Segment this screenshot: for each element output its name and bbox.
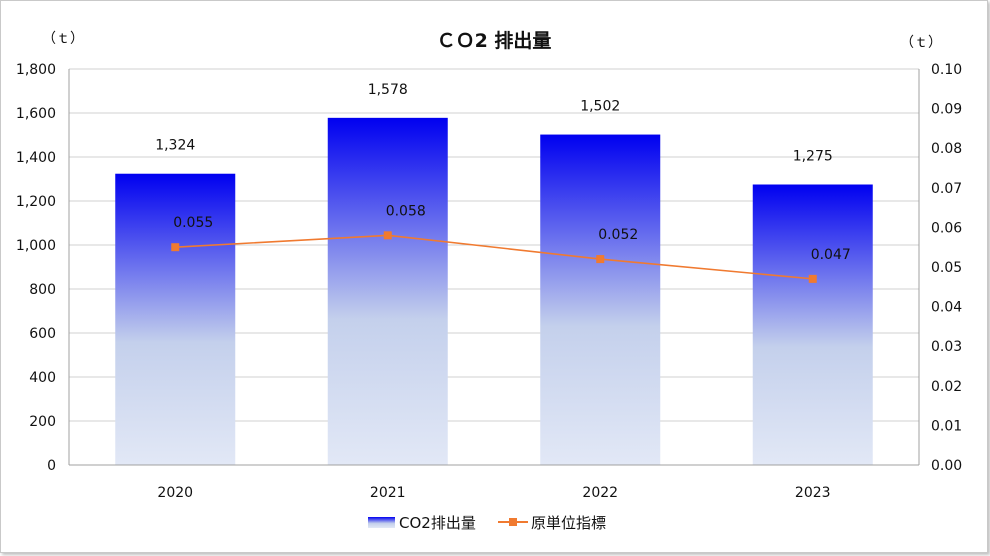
line-marker	[808, 274, 817, 283]
legend-swatch-bar	[368, 517, 395, 528]
legend-label-line: 原単位指標	[531, 514, 606, 532]
bar-data-label: 1,275	[793, 149, 833, 165]
right-axis-tick-label: 0.07	[931, 181, 962, 197]
right-axis-tick-label: 0.04	[931, 300, 962, 316]
right-axis-tick-label: 0.09	[931, 102, 962, 118]
left-axis-tick-label: 1,400	[16, 150, 56, 166]
line-series: 0.055 0.058 0.052 0.047	[171, 203, 851, 283]
right-axis-tick-label: 0.08	[931, 141, 962, 157]
legend-swatch-marker	[509, 518, 517, 526]
bar	[752, 184, 873, 465]
left-axis-tick-label: 1,600	[16, 106, 56, 122]
line-data-label: 0.052	[598, 227, 638, 243]
right-axis-tick-label: 0.00	[931, 458, 962, 474]
bar	[540, 134, 661, 465]
left-axis-tick-label: 800	[29, 282, 56, 298]
line-data-label: 0.055	[173, 215, 213, 231]
left-axis-tick-label: 1,000	[16, 238, 56, 254]
x-axis-tick-label: 2020	[157, 485, 193, 501]
right-axis-tick-label: 0.02	[931, 379, 962, 395]
right-axis-tick-label: 0.01	[931, 418, 962, 434]
bar-data-label: 1,324	[155, 138, 195, 154]
line-data-label: 0.058	[386, 203, 426, 219]
bar-data-label: 1,578	[368, 82, 408, 98]
left-axis-tick-label: 1,800	[16, 62, 56, 78]
left-axis-unit: （ｔ）	[42, 31, 84, 47]
left-axis-tick-label: 1,200	[16, 194, 56, 210]
left-axis-tick-label: 600	[29, 326, 56, 342]
line-data-label: 0.047	[811, 247, 851, 263]
legend: CO2排出量 原単位指標	[368, 514, 606, 532]
axes: 0 200 400 600 800 1,000 1,200 1,400 1,600 1,800 0.…	[16, 62, 962, 501]
bar-data-label: 1,502	[580, 99, 620, 115]
bar	[327, 117, 448, 465]
chart-title: ＣＯ2 排出量	[437, 29, 552, 52]
legend-label-bar: CO2排出量	[399, 514, 476, 532]
line-marker	[383, 231, 392, 240]
x-axis-tick-label: 2022	[582, 485, 618, 501]
x-axis-tick-label: 2023	[795, 485, 831, 501]
line-marker	[596, 255, 605, 264]
bar-series: 1,324 1,578 1,502 1,275	[115, 82, 873, 465]
x-axis-tick-label: 2021	[370, 485, 406, 501]
right-axis-unit: （ｔ）	[900, 35, 942, 51]
right-axis-tick-label: 0.05	[931, 260, 962, 276]
line-path	[175, 234, 813, 280]
left-axis-tick-label: 200	[29, 414, 56, 430]
right-axis-tick-label: 0.06	[931, 220, 962, 236]
left-axis-tick-label: 0	[47, 458, 56, 474]
right-axis-tick-label: 0.10	[931, 62, 962, 78]
left-axis-tick-label: 400	[29, 370, 56, 386]
right-axis-tick-label: 0.03	[931, 339, 962, 355]
bar	[115, 173, 236, 465]
line-marker	[171, 243, 180, 252]
